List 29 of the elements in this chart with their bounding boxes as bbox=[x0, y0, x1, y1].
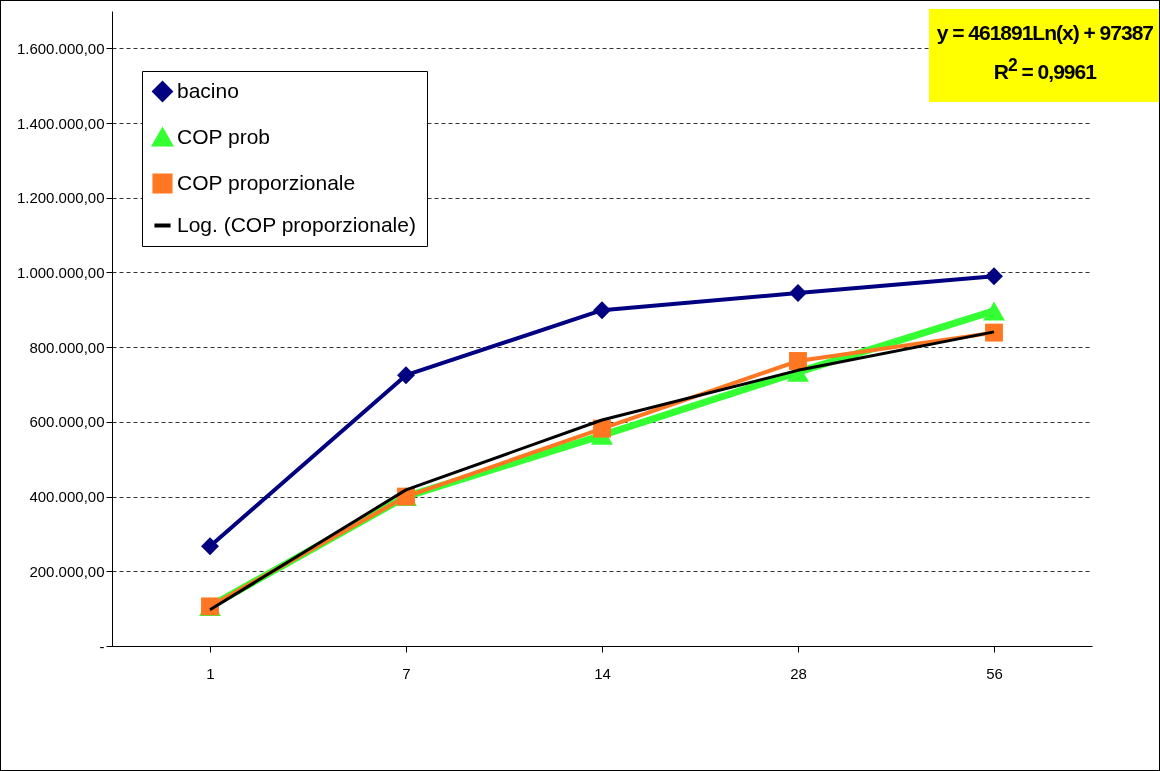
point bbox=[789, 284, 807, 302]
x-tick-label: 14 bbox=[594, 664, 611, 682]
y-tick-label: 1.600.000,00 bbox=[16, 39, 105, 57]
legend-label: COP prob bbox=[177, 124, 270, 148]
point bbox=[593, 419, 611, 438]
x-tick-label: 7 bbox=[402, 664, 411, 682]
y-tick-label: 1.000.000,00 bbox=[16, 263, 105, 281]
x-tick-label: 1 bbox=[206, 664, 215, 682]
y-tick-label: - bbox=[99, 637, 105, 655]
legend-label: Log. (COP proporzionale) bbox=[177, 212, 416, 236]
y-tick-label: 400.000,00 bbox=[29, 488, 105, 506]
point bbox=[789, 352, 807, 370]
legend-label: bacino bbox=[177, 78, 239, 102]
point bbox=[397, 366, 415, 385]
x-tick-label: 28 bbox=[790, 664, 807, 682]
point bbox=[201, 537, 219, 556]
x-tick-label: 56 bbox=[986, 664, 1003, 682]
point bbox=[985, 323, 1003, 342]
point bbox=[985, 267, 1003, 286]
point bbox=[983, 301, 1005, 321]
annotation: R$^{2}$ = 0,9961 bbox=[992, 54, 1098, 85]
y-tick-label: 1.400.000,00 bbox=[16, 114, 105, 132]
y-tick-label: 800.000,00 bbox=[29, 338, 105, 356]
y-tick-label: 600.000,00 bbox=[29, 413, 105, 431]
annotation: y = 461891Ln(x) + 97387 bbox=[936, 20, 1153, 46]
y-tick-label: 1.200.000,00 bbox=[16, 189, 105, 207]
point bbox=[593, 301, 611, 320]
legend-label: COP proporzionale bbox=[177, 170, 356, 194]
y-tick-label: 200.000,00 bbox=[29, 562, 105, 580]
